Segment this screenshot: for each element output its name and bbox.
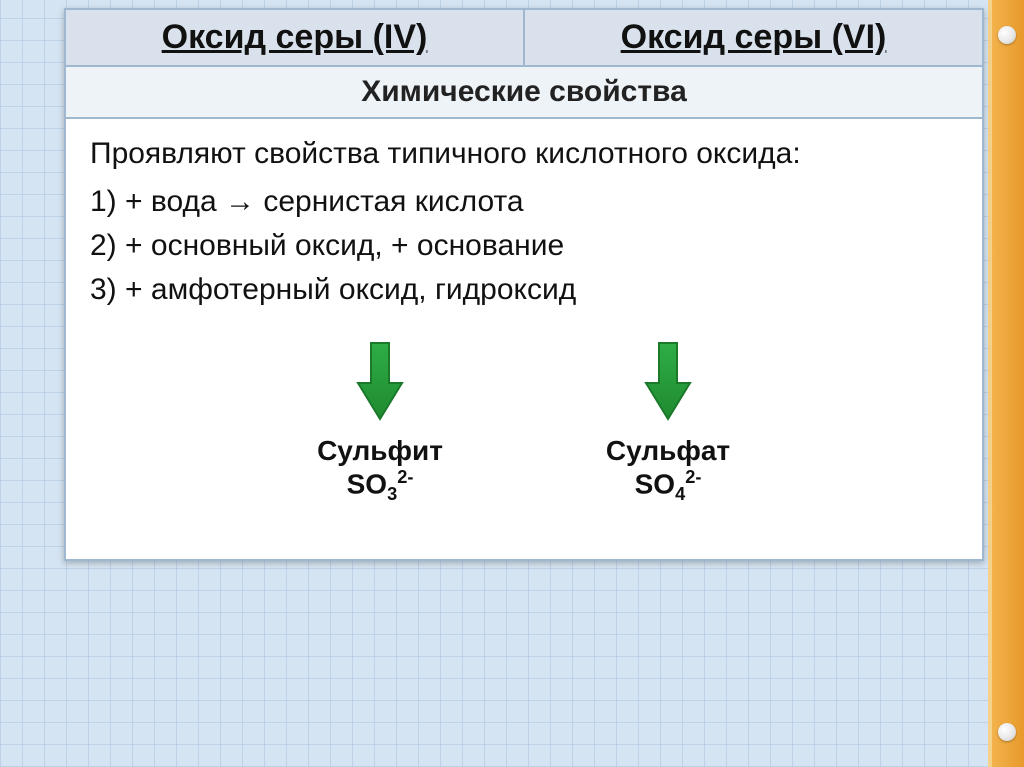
formula-base: SO [635, 469, 675, 500]
formula-sup: 2- [685, 467, 701, 487]
down-arrow-icon [644, 339, 692, 423]
header-left-cell: Оксид серы (IV) [65, 9, 524, 66]
item-number: 1) [90, 185, 117, 218]
item-text: + вода → сернистая кислота [125, 185, 524, 218]
formula-sub: 3 [387, 484, 397, 504]
formula-sub: 4 [675, 484, 685, 504]
points-list: 1) + вода → сернистая кислота 2) + основ… [90, 181, 958, 311]
list-item: 1) + вода → сернистая кислота [90, 181, 958, 223]
right-strip [988, 0, 1024, 767]
formula-sup: 2- [397, 467, 413, 487]
table-header-row: Оксид серы (IV) Оксид серы (VI) [65, 9, 983, 66]
header-right-cell: Оксид серы (VI) [524, 9, 983, 66]
item-text: + амфотерный оксид, гидроксид [125, 273, 576, 306]
result-right-formula: SO42- [498, 467, 838, 505]
item-text: + основный оксид, + основание [125, 229, 564, 262]
header-left-text: Оксид серы (IV) [162, 18, 428, 56]
list-item: 2) + основный оксид, + основание [90, 225, 958, 267]
down-arrow-icon [356, 339, 404, 423]
subheader-text: Химические свойства [361, 75, 687, 108]
subheader-cell: Химические свойства [65, 66, 983, 118]
formula-base: SO [347, 469, 387, 500]
result-right-name: Сульфат [498, 435, 838, 467]
item-number: 2) [90, 229, 117, 262]
binder-knob-bottom [998, 723, 1016, 741]
left-margin [0, 0, 64, 767]
result-right-column: Сульфат SO42- [498, 339, 838, 505]
binder-knob-top [998, 26, 1016, 44]
table-body-row: Проявляют свойства типичного кислотного … [65, 118, 983, 560]
intro-text: Проявляют свойства типичного кислотного … [90, 135, 958, 173]
content-card: Оксид серы (IV) Оксид серы (VI) Химическ… [64, 8, 984, 561]
list-item: 3) + амфотерный оксид, гидроксид [90, 269, 958, 311]
item-number: 3) [90, 273, 117, 306]
header-right-text: Оксид серы (VI) [621, 18, 887, 56]
body-cell: Проявляют свойства типичного кислотного … [65, 118, 983, 560]
table-subheader-row: Химические свойства [65, 66, 983, 118]
results-area: Сульфит SO32- [90, 339, 958, 549]
